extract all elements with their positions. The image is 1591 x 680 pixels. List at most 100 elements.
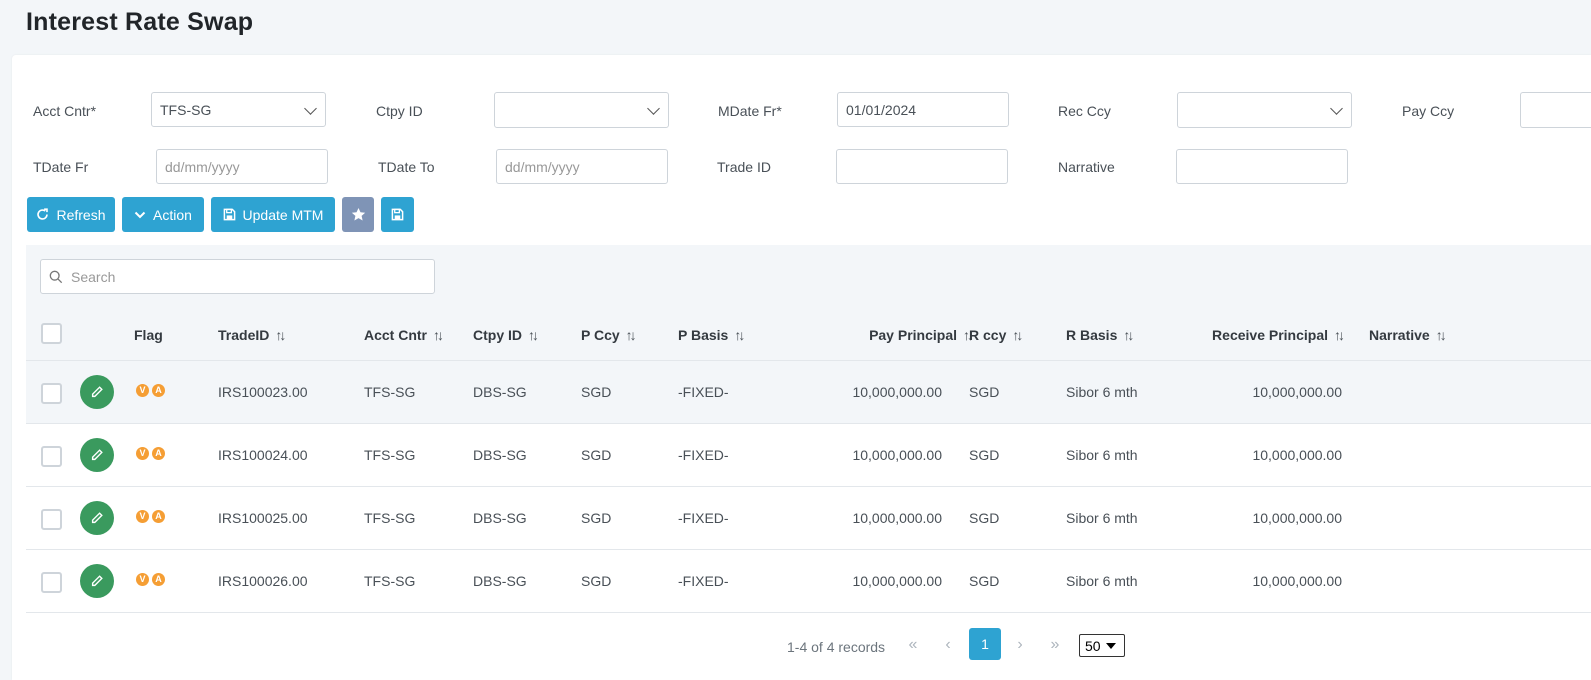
- refresh-button[interactable]: Refresh: [27, 197, 115, 232]
- ctpy-id-select[interactable]: [494, 92, 669, 128]
- refresh-icon: [37, 208, 49, 220]
- search-input[interactable]: Search: [40, 259, 435, 294]
- row-checkbox[interactable]: [41, 446, 62, 467]
- cell-acct-cntr: TFS-SG: [364, 384, 416, 400]
- pencil-icon: [91, 386, 103, 398]
- save-button[interactable]: [381, 197, 414, 232]
- header-flag: Flag: [134, 308, 163, 361]
- header-narrative[interactable]: Narrative ↑↓: [1369, 308, 1447, 361]
- rec-ccy-select[interactable]: [1177, 92, 1352, 128]
- tdate-to-placeholder: dd/mm/yyyy: [505, 158, 580, 175]
- edit-button[interactable]: [80, 501, 114, 535]
- mdate-fr-label: MDate Fr*: [718, 103, 782, 119]
- header-pay-principal[interactable]: Pay Principal ↑↓: [796, 308, 974, 361]
- chevron-down-icon: [1105, 642, 1116, 649]
- header-p-ccy[interactable]: P Ccy ↑↓: [581, 308, 637, 361]
- header-r-ccy[interactable]: R ccy ↑↓: [969, 308, 1023, 361]
- tdate-fr-label: TDate Fr: [33, 159, 89, 175]
- row-checkbox[interactable]: [41, 383, 62, 404]
- sort-icon: ↑↓: [1123, 326, 1134, 343]
- tdate-fr-placeholder: dd/mm/yyyy: [165, 158, 240, 175]
- cell-ctpy-id: DBS-SG: [473, 573, 527, 589]
- flag-a-badge: A: [152, 384, 165, 397]
- edit-button[interactable]: [80, 564, 114, 598]
- header-r-basis[interactable]: R Basis ↑↓: [1066, 308, 1134, 361]
- cell-trade-id: IRS100023.00: [218, 384, 308, 400]
- pencil-icon: [91, 512, 103, 524]
- tdate-fr-input[interactable]: dd/mm/yyyy: [156, 149, 328, 184]
- acct-cntr-select[interactable]: TFS-SG: [151, 92, 326, 127]
- flag-v-badge: V: [136, 573, 149, 586]
- rows-per-page-select[interactable]: 50: [1079, 634, 1125, 657]
- prev-page-icon[interactable]: ‹: [945, 636, 951, 653]
- chevron-down-icon: [1331, 104, 1343, 116]
- cell-p-basis: -FIXED-: [678, 510, 729, 526]
- rows-per-page-value: 50: [1085, 637, 1101, 654]
- row-checkbox[interactable]: [41, 572, 62, 593]
- header-acct-cntr[interactable]: Acct Cntr ↑↓: [364, 308, 444, 361]
- cell-p-ccy: SGD: [581, 573, 612, 589]
- favorite-button[interactable]: [342, 197, 374, 232]
- cell-p-ccy: SGD: [581, 510, 612, 526]
- flag-a-badge: A: [152, 510, 165, 523]
- header-receive-principal[interactable]: Receive Principal ↑↓: [1166, 308, 1345, 361]
- header-r-basis-label: R Basis: [1066, 326, 1118, 343]
- sort-icon: ↑↓: [275, 326, 286, 343]
- header-p-basis[interactable]: P Basis ↑↓: [678, 308, 745, 361]
- flag-a-badge: A: [152, 573, 165, 586]
- narrative-input[interactable]: [1176, 149, 1348, 184]
- cell-pay-principal: 10,000,000.00: [852, 573, 942, 589]
- row-checkbox[interactable]: [41, 509, 62, 530]
- cell-p-basis: -FIXED-: [678, 573, 729, 589]
- cell-r-basis: Sibor 6 mth: [1066, 447, 1138, 463]
- refresh-label: Refresh: [56, 206, 106, 223]
- flag-v-badge: V: [136, 447, 149, 460]
- cell-ctpy-id: DBS-SG: [473, 384, 527, 400]
- save-icon: [223, 208, 235, 221]
- header-trade-id[interactable]: TradeID ↑↓: [218, 308, 286, 361]
- last-page-icon[interactable]: »: [1050, 636, 1060, 653]
- sort-icon: ↑↓: [963, 326, 974, 343]
- cell-receive-principal: 10,000,000.00: [1252, 510, 1342, 526]
- page-button-current[interactable]: 1: [969, 628, 1001, 660]
- tdate-to-input[interactable]: dd/mm/yyyy: [496, 149, 668, 184]
- edit-button[interactable]: [80, 438, 114, 472]
- table-header: Flag TradeID ↑↓ Acct Cntr ↑↓ Ctpy ID ↑↓ P C…: [26, 308, 1591, 361]
- data-table: Search Flag TradeID ↑↓ Acct Cntr ↑↓ Ctpy I…: [26, 245, 1591, 680]
- cell-trade-id: IRS100026.00: [218, 573, 308, 589]
- cell-acct-cntr: TFS-SG: [364, 573, 416, 589]
- cell-p-ccy: SGD: [581, 384, 612, 400]
- pay-ccy-select[interactable]: [1520, 92, 1591, 128]
- mdate-fr-value: 01/01/2024: [846, 101, 917, 118]
- next-page-icon[interactable]: ›: [1017, 636, 1023, 653]
- cell-trade-id: IRS100024.00: [218, 447, 308, 463]
- pencil-icon: [91, 449, 103, 461]
- trade-id-input[interactable]: [836, 149, 1008, 184]
- header-p-ccy-label: P Ccy: [581, 326, 620, 343]
- edit-button[interactable]: [80, 375, 114, 409]
- cell-ctpy-id: DBS-SG: [473, 510, 527, 526]
- header-receive-principal-label: Receive Principal: [1212, 326, 1328, 343]
- tdate-to-label: TDate To: [378, 159, 435, 175]
- cell-r-basis: Sibor 6 mth: [1066, 573, 1138, 589]
- header-ctpy-id[interactable]: Ctpy ID ↑↓: [473, 308, 539, 361]
- trade-id-label: Trade ID: [717, 159, 771, 175]
- sort-icon: ↑↓: [433, 326, 444, 343]
- cell-acct-cntr: TFS-SG: [364, 447, 416, 463]
- mdate-fr-input[interactable]: 01/01/2024: [837, 92, 1009, 127]
- header-pay-principal-label: Pay Principal: [869, 326, 957, 343]
- search-icon: [49, 270, 63, 283]
- action-button[interactable]: Action: [122, 197, 204, 232]
- header-r-ccy-label: R ccy: [969, 326, 1007, 343]
- first-page-icon[interactable]: «: [908, 636, 918, 653]
- update-mtm-button[interactable]: Update MTM: [211, 197, 335, 232]
- select-all-checkbox[interactable]: [41, 323, 62, 344]
